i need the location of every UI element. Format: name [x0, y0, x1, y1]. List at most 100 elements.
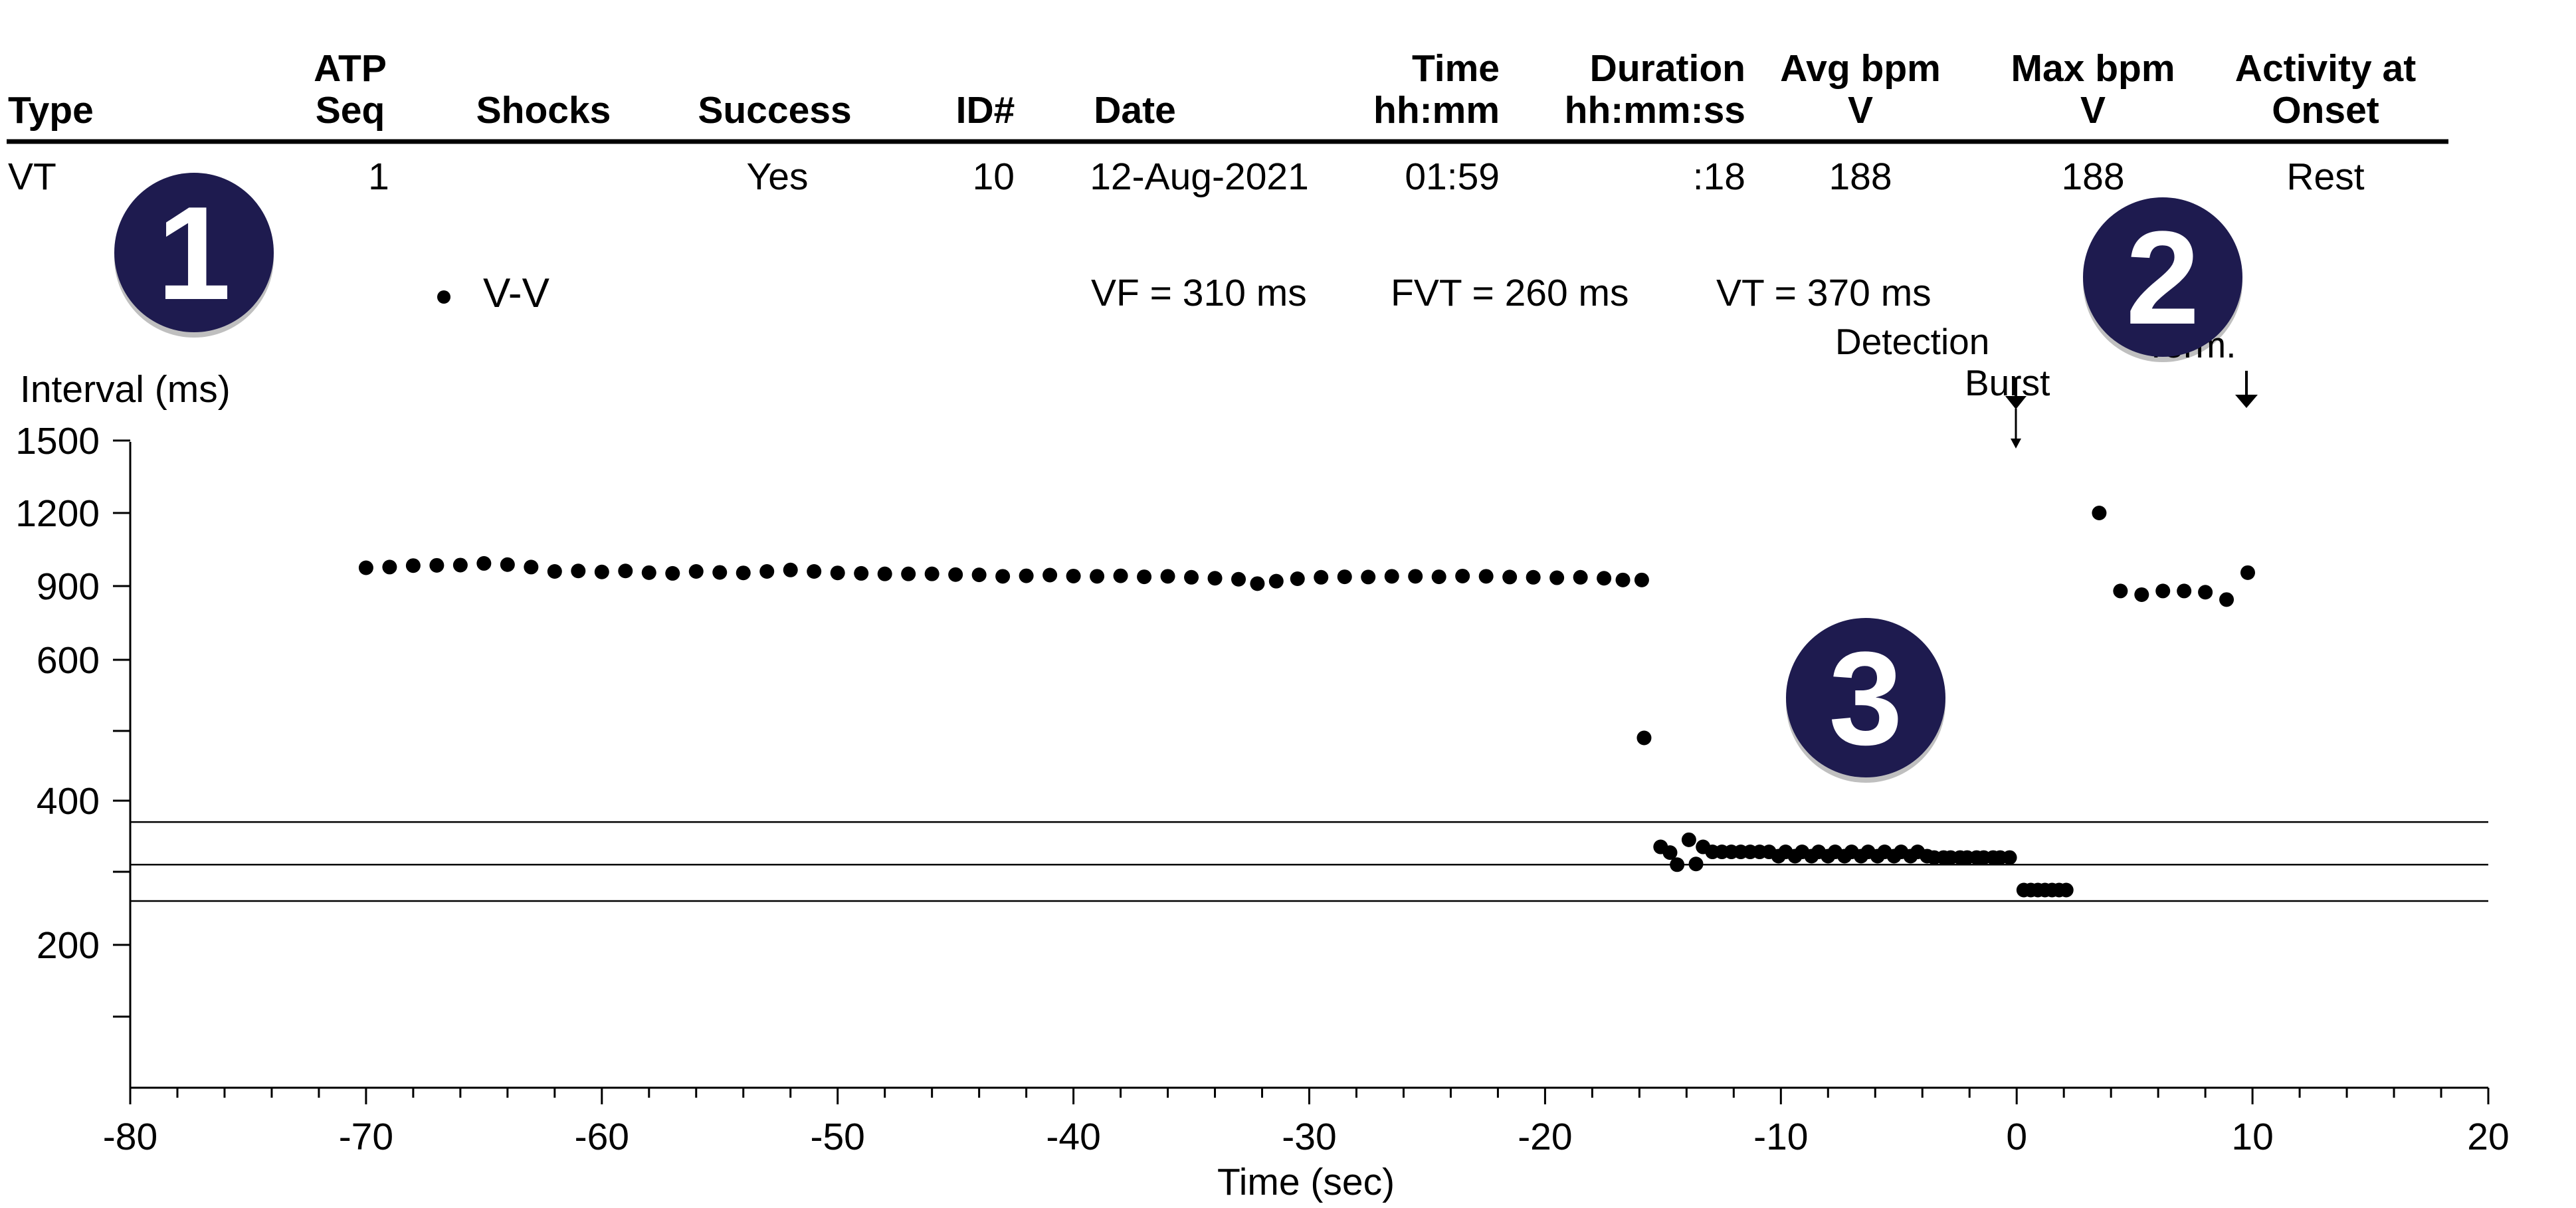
vv-interval-point: [2177, 583, 2192, 599]
vv-interval-point: [618, 563, 633, 579]
vv-interval-point: [1066, 568, 1081, 583]
x-tick-label: -60: [575, 1116, 629, 1158]
vv-interval-point: [1361, 569, 1376, 585]
vv-interval-point: [1384, 569, 1399, 584]
termination-arrow: [2235, 371, 2258, 408]
vv-interval-point: [476, 555, 492, 571]
vv-interval-point: [1636, 730, 1652, 746]
vv-interval-point: [1137, 569, 1152, 585]
x-tick-label: -80: [103, 1116, 157, 1158]
vv-interval-point: [452, 557, 468, 573]
table-cell-0-6: 01:59: [1405, 155, 1500, 198]
table-header-col-8-line-0: Avg bpm: [1780, 47, 1941, 90]
badge-circle: [114, 173, 274, 332]
vv-interval-point: [1431, 569, 1446, 585]
threshold-label-vf: VF = 310 ms: [1091, 272, 1307, 314]
vv-interval-point: [2198, 585, 2213, 600]
vv-interval-point: [924, 566, 940, 581]
vv-interval-point: [1290, 571, 1305, 586]
vv-interval-point: [1670, 857, 1685, 872]
vv-interval-point: [995, 569, 1011, 584]
vv-interval-point: [2240, 565, 2256, 580]
threshold-label-fvt: FVT = 260 ms: [1391, 272, 1629, 314]
vv-interval-point: [783, 562, 798, 577]
table-header-col-1-line-1: Seq: [316, 89, 385, 132]
vv-interval-point: [500, 557, 515, 572]
table-header-col-8-line-1: V: [1848, 89, 1873, 132]
x-tick-label: 20: [2467, 1116, 2509, 1158]
vv-interval-point: [1615, 572, 1631, 587]
vv-interval-point: [830, 565, 845, 581]
vv-interval-point: [1337, 569, 1352, 585]
vv-interval-point: [1526, 569, 1541, 585]
vv-interval-point: [1160, 569, 1175, 584]
vv-interval-point: [901, 566, 916, 581]
table-cell-0-4: 10: [973, 155, 1015, 198]
x-axis-title: Time (sec): [1217, 1161, 1395, 1203]
chart-legend: V-V: [437, 270, 550, 316]
table-header-col-4-line-0: ID#: [956, 89, 1015, 132]
vv-interval-point: [1502, 569, 1518, 585]
table-body: VT 1 Yes 10 12-Aug-2021 01:59:18 188 188 Rest: [8, 155, 2365, 198]
table-header-col-0-line-0: Type: [8, 89, 94, 132]
vv-interval-point: [1688, 856, 1704, 872]
threshold-label-vt: VT = 370 ms: [1716, 272, 1932, 314]
vv-interval-point: [571, 563, 586, 579]
table-header-col-9-line-1: V: [2080, 89, 2106, 132]
vv-interval-point: [1573, 569, 1588, 585]
burst-arrow: [2011, 409, 2021, 449]
vv-interval-point: [877, 566, 892, 581]
table-header-col-7-line-1: hh:mm:ss: [1565, 89, 1745, 132]
vv-interval-point: [1634, 572, 1649, 587]
vv-interval-point: [2134, 587, 2149, 602]
vv-interval-point: [2002, 850, 2017, 865]
vv-interval-series: [358, 506, 2256, 898]
vv-interval-point: [1455, 568, 1470, 583]
vv-interval-point: [854, 565, 869, 581]
x-tick-label: -30: [1282, 1116, 1336, 1158]
vv-interval-point: [1268, 573, 1284, 589]
vv-interval-point: [429, 557, 445, 573]
vv-interval-point: [358, 560, 373, 575]
table-header-col-7-line-0: Duration: [1590, 47, 1745, 90]
vv-interval-point: [1681, 832, 1696, 847]
x-tick-label: -10: [1753, 1116, 1808, 1158]
badge-number: 2: [2126, 204, 2199, 352]
x-axis-ticks: -80 -70 -60 -50 -40 -30 -20 -10 0 10 20: [103, 1088, 2510, 1158]
numbered-badges: 1 2 3: [114, 173, 2242, 783]
table-cell-0-9: 188: [2061, 155, 2124, 198]
vv-interval-point: [948, 567, 963, 582]
annotation-detection: Detection: [1835, 321, 1989, 362]
vv-interval-point: [712, 565, 728, 580]
badge-number: 3: [1829, 625, 1902, 773]
badge-circle: [2083, 197, 2242, 357]
table-header-col-6-line-1: hh:mm: [1373, 89, 1500, 132]
table-cell-0-7: :18: [1693, 155, 1745, 198]
table-header-col-6-line-0: Time: [1412, 47, 1500, 90]
vv-interval-point: [688, 564, 704, 579]
table-header-col-5-line-0: Date: [1094, 89, 1176, 132]
vv-interval-point: [1408, 569, 1423, 584]
threshold-labels: VF = 310 ms FVT = 260 ms VT = 370 ms: [1091, 272, 1932, 314]
vv-interval-point: [759, 564, 775, 579]
vv-interval-point: [1184, 569, 1199, 585]
threshold-lines: [130, 821, 2488, 902]
table-header-col-10-line-1: Onset: [2272, 89, 2379, 132]
table-cell-0-1: 1: [368, 155, 389, 198]
y-axis-ticks: 1500 1200 900 600 400 200: [15, 420, 130, 1018]
vv-interval-point: [1549, 570, 1565, 585]
x-tick-label: -50: [811, 1116, 865, 1158]
table-header-col-2-line-0: Shocks: [476, 89, 611, 132]
table-header-col-1-line-0: ATP: [314, 47, 387, 90]
vv-interval-point: [547, 564, 562, 579]
table-header-col-3-line-0: Success: [698, 89, 851, 132]
vv-interval-point: [2155, 583, 2171, 599]
vv-interval-point: [807, 564, 822, 579]
vv-interval-point: [524, 559, 539, 575]
y-tick-label: 1200: [15, 492, 100, 535]
table-cell-0-8: 188: [1829, 155, 1892, 198]
